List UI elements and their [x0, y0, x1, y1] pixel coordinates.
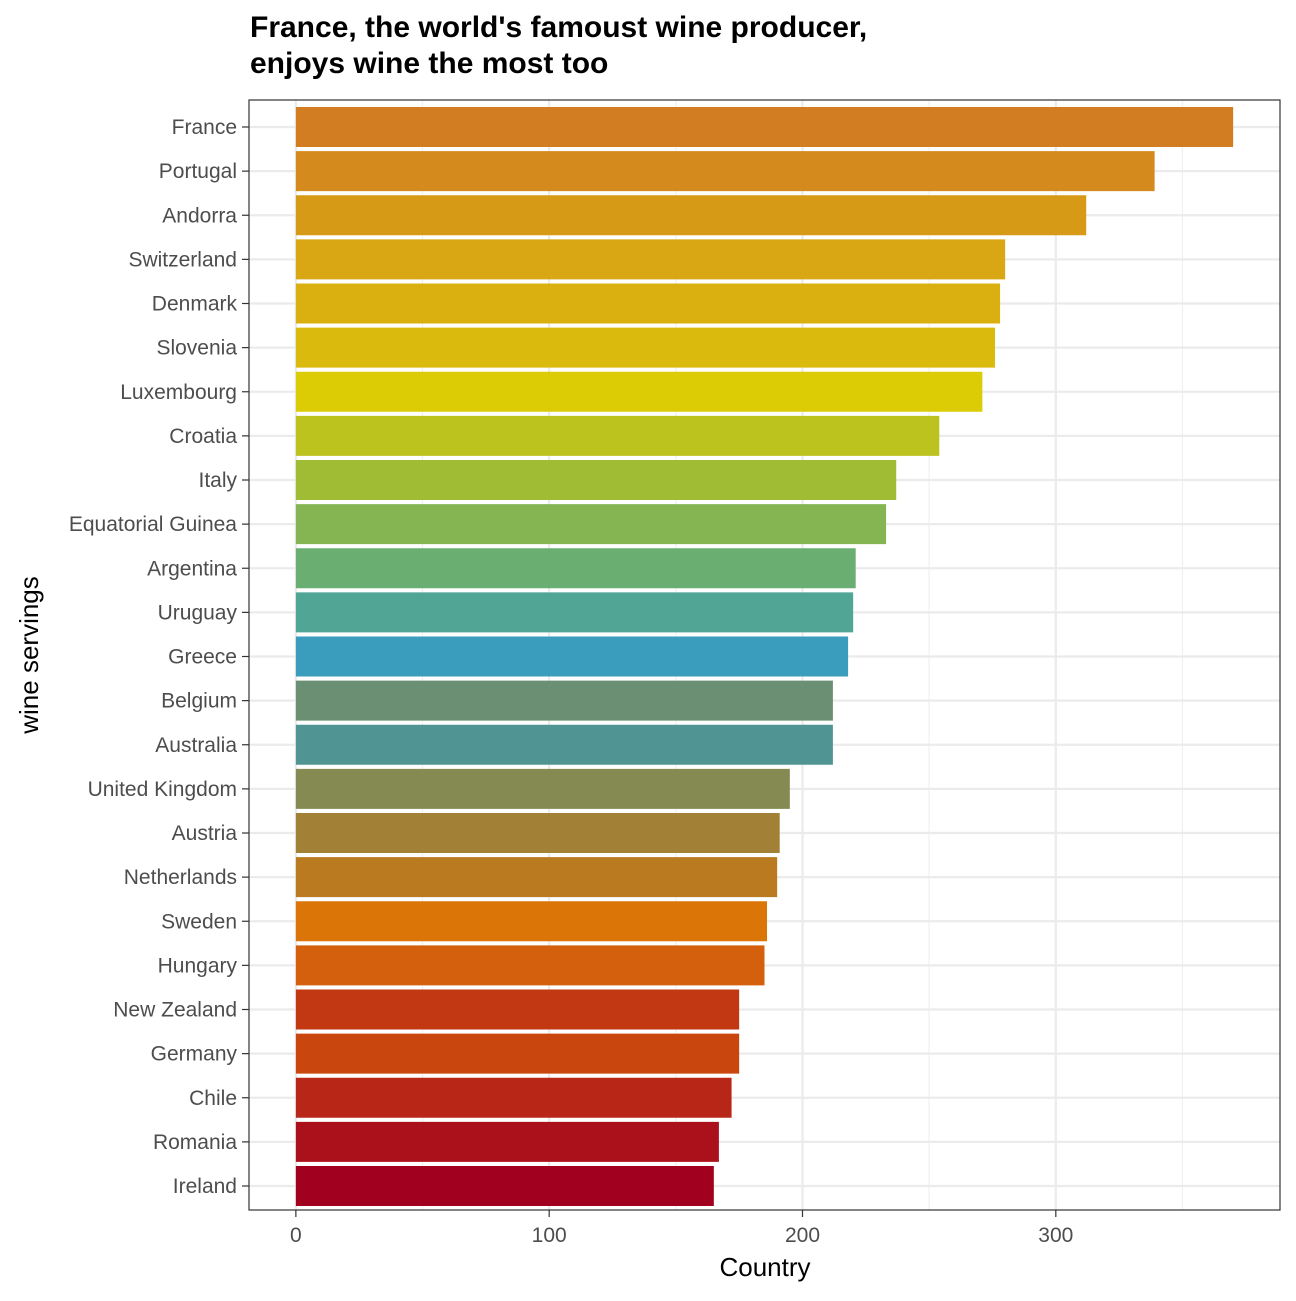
y-tick-label: France: [172, 116, 237, 139]
bar: [295, 636, 849, 677]
y-tick-label: Slovenia: [156, 337, 237, 360]
y-tick-label: Portugal: [159, 160, 237, 183]
bar: [295, 239, 1006, 280]
y-tick-label: Andorra: [162, 204, 237, 227]
x-axis-title: Country: [719, 1252, 810, 1282]
bar: [295, 1166, 714, 1206]
y-tick-label: Chile: [189, 1087, 237, 1110]
y-tick-label: Belgium: [161, 690, 237, 713]
panel-border: [248, 99, 1281, 1211]
y-tick-label: United Kingdom: [88, 778, 237, 801]
chart-title: France, the world's famoust wine produce…: [250, 11, 868, 80]
bar: [295, 1121, 719, 1162]
bars: [295, 107, 1234, 1206]
y-axis-title: wine servings: [14, 576, 44, 735]
y-tick-label: Italy: [198, 469, 237, 492]
axes: France Portugal Andorra Switzerland Denmark S…: [69, 116, 1073, 1247]
y-tick-label: Ireland: [173, 1175, 237, 1198]
bar: [295, 548, 856, 589]
y-tick-label: Equatorial Guinea: [69, 513, 237, 536]
bar: [295, 857, 778, 898]
y-tick-label: Netherlands: [124, 866, 237, 889]
y-tick-label: Luxembourg: [120, 381, 237, 404]
bar: [295, 724, 833, 765]
bar: [295, 283, 1001, 324]
bar: [295, 1033, 740, 1074]
bar: [295, 195, 1087, 236]
y-tick-label: Sweden: [161, 910, 237, 933]
x-tick-label: 100: [532, 1224, 567, 1247]
y-tick-label: Australia: [155, 734, 237, 757]
bar: [295, 1077, 732, 1118]
bar: [295, 460, 897, 500]
y-tick-label: Denmark: [152, 293, 238, 316]
x-tick-label: 300: [1038, 1224, 1073, 1247]
bar: [295, 371, 983, 412]
bar: [295, 901, 768, 942]
bar: [295, 945, 765, 986]
y-tick-label: Uruguay: [158, 601, 238, 624]
y-tick-label: Argentina: [147, 557, 237, 580]
y-tick-label: New Zealand: [113, 999, 237, 1022]
y-tick-label: Romania: [153, 1131, 237, 1154]
bar: [295, 327, 996, 368]
bar: [295, 813, 780, 853]
bar: [295, 107, 1234, 147]
y-tick-label: Croatia: [169, 425, 237, 448]
bar: [295, 504, 887, 545]
bar: [295, 989, 740, 1030]
y-tick-label: Greece: [168, 646, 237, 669]
y-tick-label: Hungary: [158, 954, 238, 977]
y-tick-label: Austria: [172, 822, 238, 845]
bar: [295, 768, 790, 809]
y-tick-label: Germany: [151, 1043, 238, 1066]
y-tick-label: Switzerland: [128, 248, 237, 271]
bar: [295, 151, 1155, 192]
bar: [295, 415, 940, 456]
x-tick-label: 200: [785, 1224, 820, 1247]
bar: [295, 680, 833, 721]
bar: [295, 592, 854, 633]
x-tick-label: 0: [290, 1224, 302, 1247]
